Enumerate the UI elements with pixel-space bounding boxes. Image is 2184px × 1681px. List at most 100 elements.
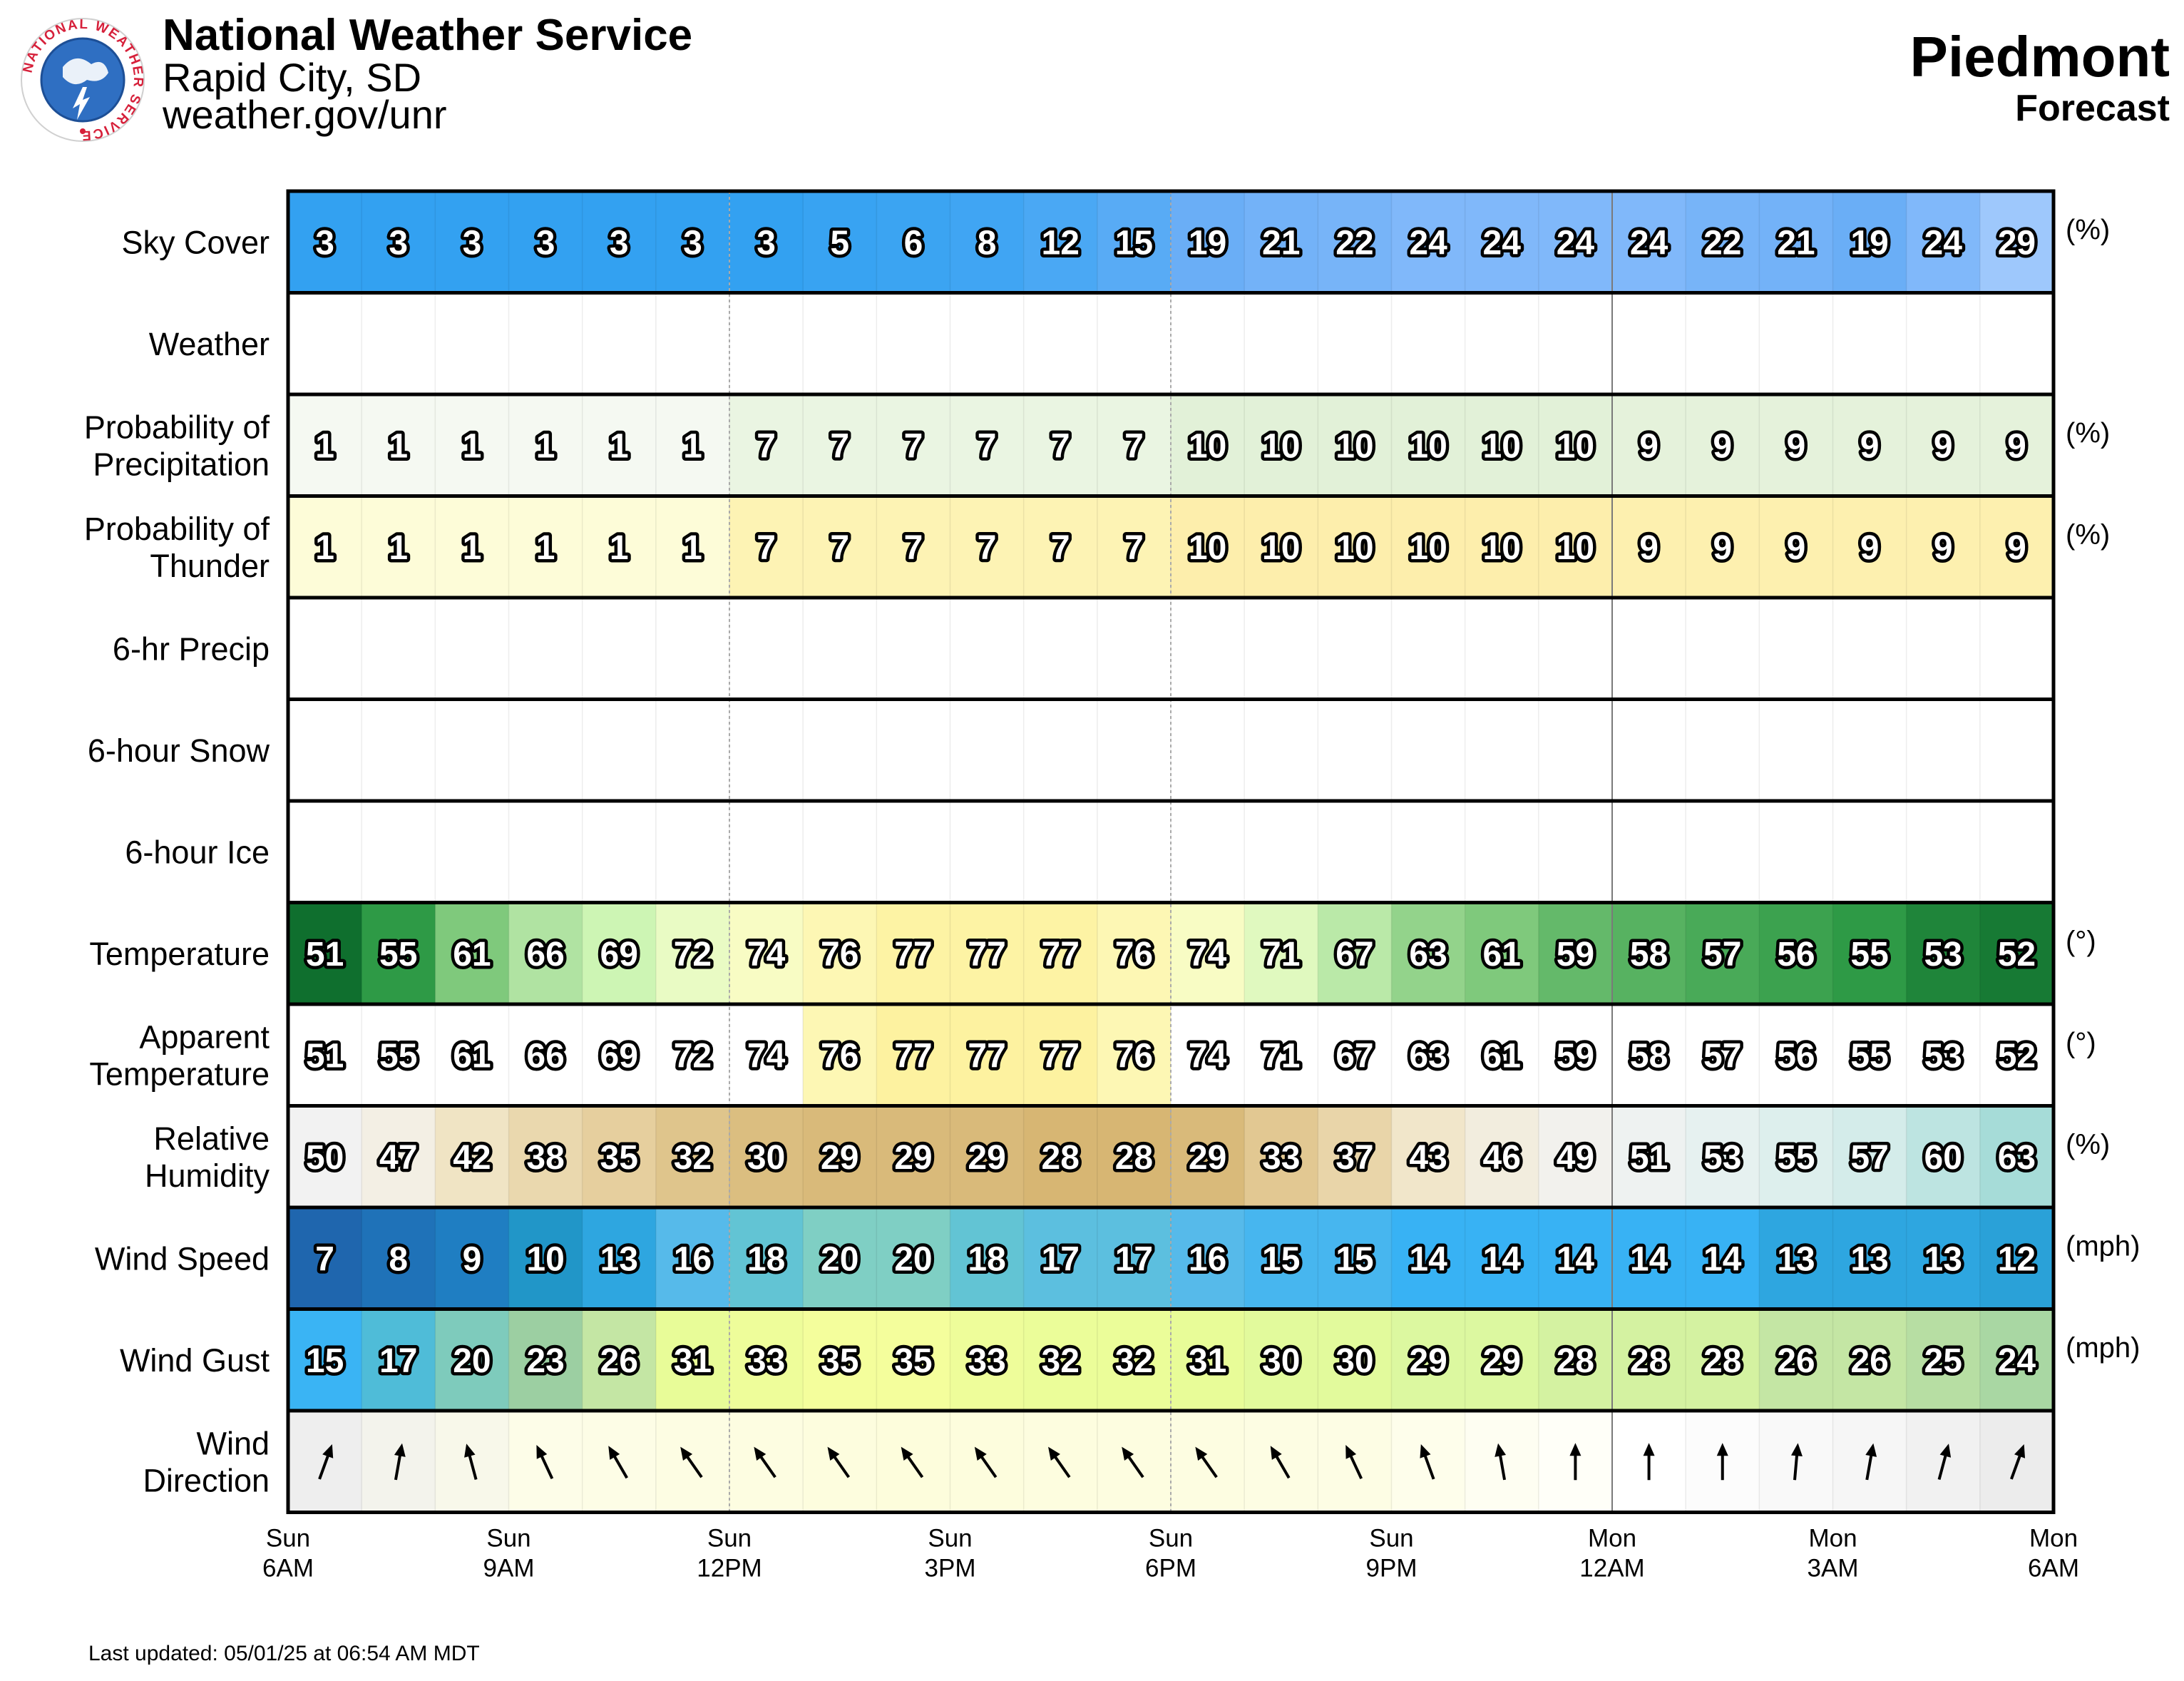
cell-bg [1023, 496, 1098, 598]
cell-value: 59 [1557, 1037, 1594, 1075]
cell-bg [950, 902, 1025, 1004]
cell-value: 7 [757, 427, 776, 465]
cell-value: 1 [683, 427, 702, 465]
cell-value: 66 [526, 1037, 564, 1075]
cell-bg [655, 1004, 730, 1106]
row-label: 6-hour Ice [125, 834, 270, 870]
cell-bg [876, 394, 951, 496]
cell-bg [1318, 394, 1393, 496]
cell-bg [582, 902, 657, 1004]
cell-bg [655, 1105, 730, 1207]
cell-bg [288, 1207, 362, 1309]
cell-bg [803, 394, 877, 496]
cell-value: 76 [1115, 936, 1153, 974]
cell-value: 59 [1557, 936, 1594, 974]
cell-value: 72 [674, 1037, 712, 1075]
nws-logo: NATIONAL WEATHER SERVICE [21, 17, 145, 143]
cell-bg [435, 1207, 510, 1309]
cell-value: 9 [2007, 529, 2026, 567]
row-label: Apparent Temperature [89, 1018, 270, 1092]
cell-bg [288, 1309, 362, 1411]
cell-value: 76 [821, 936, 858, 974]
cell-value: 77 [968, 936, 1005, 974]
cell-bg [1244, 1309, 1318, 1411]
cell-bg [508, 394, 583, 496]
wind-arrow [1865, 1443, 1877, 1481]
cell-value: 7 [978, 427, 997, 465]
cell-bg [1759, 394, 1834, 496]
cell-bg [803, 1207, 877, 1309]
cell-value: 24 [1998, 1342, 2036, 1380]
cell-value: 1 [463, 427, 482, 465]
cell-bg [288, 496, 362, 598]
cell-bg [1097, 1309, 1172, 1411]
cell-bg [1318, 1207, 1393, 1309]
wind-arrow [974, 1446, 998, 1478]
row-bg [288, 292, 2054, 394]
cell-bg [1465, 1309, 1539, 1411]
cell-bg [1612, 1004, 1686, 1106]
cell-value: 26 [1850, 1342, 1888, 1380]
cell-value: 1 [536, 529, 555, 567]
cell-value: 3 [536, 224, 555, 262]
cell-value: 10 [1409, 529, 1447, 567]
cell-value: 63 [1409, 1037, 1447, 1075]
cell-value: 67 [1335, 1037, 1373, 1075]
cell-bg [1979, 496, 2054, 598]
cell-value: 61 [453, 936, 491, 974]
cell-value: 33 [968, 1342, 1005, 1380]
cell-bg [1318, 902, 1393, 1004]
cell-value: 10 [1189, 427, 1226, 465]
cell-value: 63 [1409, 936, 1447, 974]
cell-value: 35 [821, 1342, 858, 1380]
cell-bg [582, 1207, 657, 1309]
cell-value: 19 [1850, 224, 1888, 262]
cell-value: 10 [1483, 427, 1521, 465]
cell-value: 35 [600, 1139, 638, 1177]
cell-value: 13 [600, 1240, 638, 1278]
cell-value: 17 [1115, 1240, 1153, 1278]
cell-bg [1318, 1309, 1393, 1411]
cell-value: 14 [1703, 1240, 1742, 1278]
cell-value: 22 [1335, 224, 1373, 262]
cell-bg [1759, 1309, 1834, 1411]
cell-bg [1832, 496, 1907, 598]
cell-bg [1465, 191, 1539, 293]
cell-bg [1759, 902, 1834, 1004]
cell-bg [508, 1207, 583, 1309]
wind-arrow [1122, 1446, 1144, 1478]
cell-value: 28 [1115, 1139, 1153, 1177]
cell-value: 74 [747, 936, 786, 974]
cell-value: 3 [389, 224, 408, 262]
row-unit: (%) [2066, 519, 2110, 551]
cell-bg [1759, 1004, 1834, 1106]
cell-bg [1244, 902, 1318, 1004]
cell-value: 30 [1262, 1342, 1300, 1380]
wind-arrow [1420, 1444, 1435, 1480]
x-tick-label: Mon 3AM [1808, 1525, 1859, 1583]
cell-bg [1097, 1004, 1172, 1106]
row-unit: (%) [2066, 1129, 2110, 1160]
cell-bg [1538, 496, 1613, 598]
cell-bg [1244, 1105, 1318, 1207]
cell-bg [950, 1411, 1025, 1513]
cell-value: 53 [1703, 1139, 1741, 1177]
cell-bg [1465, 1105, 1539, 1207]
cell-bg [1759, 496, 1834, 598]
cell-value: 1 [315, 427, 334, 465]
cell-bg [655, 902, 730, 1004]
wind-arrow [827, 1446, 851, 1478]
cell-bg [1097, 1411, 1172, 1513]
cell-value: 30 [1335, 1342, 1373, 1380]
cell-value: 15 [306, 1342, 344, 1380]
cell-bg [1686, 191, 1760, 293]
cell-value: 7 [1124, 427, 1144, 465]
cell-value: 25 [1924, 1342, 1962, 1380]
cell-bg [1171, 1207, 1245, 1309]
cell-value: 7 [757, 529, 776, 567]
cell-bg [1612, 1207, 1686, 1309]
cell-value: 52 [1998, 936, 2036, 974]
cell-value: 77 [894, 1037, 932, 1075]
cell-value: 51 [306, 1037, 344, 1075]
cell-bg [655, 496, 730, 598]
